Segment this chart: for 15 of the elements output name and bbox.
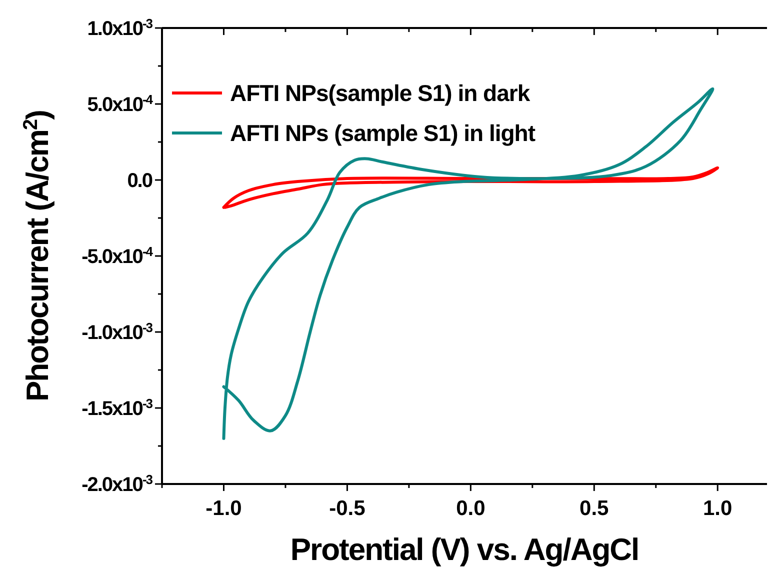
x-tick-label: -0.5 (329, 497, 366, 520)
legend-label: AFTI NPs (sample S1) in light (230, 120, 536, 146)
y-tick-label: -1.0x10$^{-3}$ (82, 320, 153, 344)
legend-label: AFTI NPs(sample S1) in dark (230, 80, 530, 106)
y-tick-label: -1.5x10$^{-3}$ (82, 396, 153, 420)
y-tick-label: -2.0x10$^{-3}$ (82, 472, 153, 496)
y-tick-label: 5.0x10$^{-4}$ (87, 92, 154, 116)
x-tick-label: 0.5 (580, 497, 610, 520)
y-tick-label: 0.0 (127, 170, 153, 192)
y-tick-label: 1.0x10$^{-3}$ (87, 16, 153, 40)
y-tick-label: -5.0x10$^{-4}$ (82, 244, 154, 268)
x-tick-label: 1.0 (703, 497, 732, 520)
x-axis-title: Protential (V) vs. Ag/AgCl (290, 532, 639, 567)
x-tick-label: -1.0 (206, 497, 242, 520)
x-tick-label: 0.0 (456, 497, 486, 520)
